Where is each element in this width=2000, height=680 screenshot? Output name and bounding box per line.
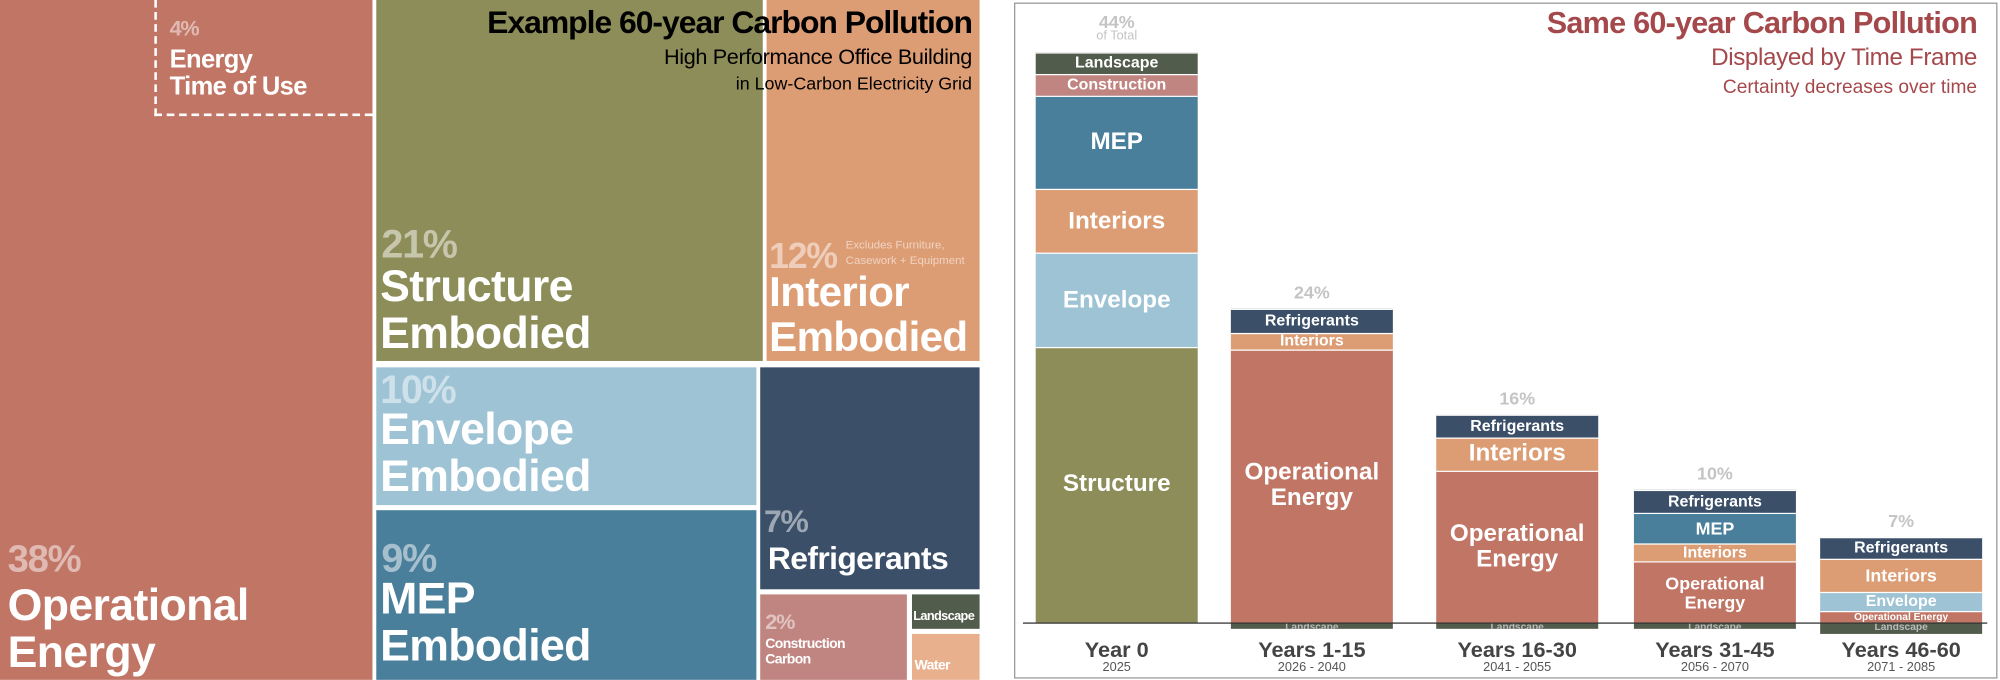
bar-segment: Interiors [1633,543,1796,562]
x-axis-year-range: 2071 - 2085 [1867,660,1936,675]
bar-segment: Interiors [1820,558,1983,592]
treemap-cell: Water [911,633,980,680]
treemap-category-label: Operational Energy [7,580,250,677]
bar-segment: Landscape [1230,622,1393,629]
bar-segment: Landscape [1035,52,1198,74]
x-axis-year-range: 2025 [1102,660,1131,675]
treemap-percent-label: 21% [381,221,458,267]
treemap-category-label: MEP Embodied [380,573,591,671]
treemap-cell: 9% MEP Embodied [376,510,757,680]
treemap-cell: 38% Operational Energy [0,0,373,680]
left-subtitle-2: in Low-Carbon Electricity Grid [735,72,972,94]
bar-segment: Operational Energy [1820,610,1983,623]
bar-segment: MEP [1633,513,1796,544]
bar-total-label: 10% [1697,462,1733,484]
x-axis-category-label: Years 16-30 [1457,637,1577,662]
right-subtitle: Displayed by Time Frame [1711,44,1978,72]
bar-total-label: 16% [1499,387,1536,408]
bar-total-label: 24% [1293,282,1330,303]
bar-segment: Refrigerants [1436,414,1599,438]
left-subtitle: High Performance Office Building [663,44,972,69]
treemap-category-label: Refrigerants [767,540,949,577]
treemap-cell: 10% Envelope Embodied [376,367,757,506]
timeframe-chart-panel [1014,2,1998,679]
right-subtitle-2: Certainty decreases over time [1722,76,1978,99]
treemap-category-label: Envelope Embodied [380,404,591,501]
treemap-category-label: Structure Embodied [380,261,591,359]
bar-segment: Envelope [1035,252,1198,347]
treemap-category-label: Landscape [913,609,975,624]
x-axis-year-range: 2056 - 2070 [1680,660,1749,675]
bar-segment: Refrigerants [1230,308,1393,333]
bar-segment: Landscape [1820,622,1983,635]
treemap-category-label: Construction Carbon [765,636,845,667]
x-axis-year-range: 2041 - 2055 [1483,660,1552,675]
bar-segment: Construction [1035,73,1198,96]
bar-total-label: 44% [1098,11,1135,33]
treemap-percent-label: 4% [169,16,200,41]
treemap-category-label: Interior Embodied [769,267,968,360]
x-axis-category-label: Year 0 [1084,637,1149,662]
bar-segment: Interiors [1230,332,1393,350]
treemap-percent-label: 12% [769,235,838,276]
bar-segment: MEP [1035,95,1198,190]
treemap-cell: 2% Construction Carbon [760,594,907,680]
bar-total-note: of Total [1096,29,1138,44]
left-title: Example 60-year Carbon Pollution [487,5,973,41]
right-title: Same 60-year Carbon Pollution [1546,6,1978,41]
x-axis-category-label: Years 46-60 [1841,637,1961,662]
bar-segment: Operational Energy [1230,349,1393,623]
x-axis-category-label: Years 31-45 [1655,637,1775,662]
bar-segment: Refrigerants [1820,536,1983,559]
bar-segment: Landscape [1633,622,1796,629]
treemap-category-label: Energy Time of Use [169,45,308,101]
treemap-cell: 7% Refrigerants [760,367,980,590]
treemap-percent-label: 10% [380,367,457,412]
bar-segment: Envelope [1820,591,1983,611]
treemap-cell: 12% Interior Embodied Excludes Furniture, … [766,0,980,361]
x-axis-year-range: 2026 - 2040 [1277,660,1346,675]
bar-segment: Structure [1035,346,1198,623]
treemap-category-label: Water [914,658,951,674]
x-axis-category-label: Years 1-15 [1258,637,1366,662]
bar-segment: Operational Energy [1633,561,1796,623]
bar-segment: Refrigerants [1633,489,1796,514]
treemap-note: Excludes Furniture, Casework + Equipment [845,238,965,267]
treemap-percent-label: 9% [381,535,437,581]
treemap-percent-label: 7% [764,503,809,540]
treemap-chart: 38% Operational Energy 4% Energy Time of Us… [0,0,980,680]
baseline [1022,622,1988,624]
treemap-percent-label: 38% [7,538,82,581]
bar-total-label: 7% [1888,509,1915,531]
treemap-percent-label: 2% [765,609,795,634]
treemap-cell: Landscape [911,594,980,629]
bar-segment: Interiors [1035,189,1198,253]
bar-segment: Landscape [1436,622,1599,629]
bar-segment: Interiors [1436,437,1599,471]
treemap-cell: 21% Structure Embodied [376,0,763,361]
bar-segment: Operational Energy [1436,470,1599,623]
treemap-cell: 4% Energy Time of Use [154,0,373,117]
